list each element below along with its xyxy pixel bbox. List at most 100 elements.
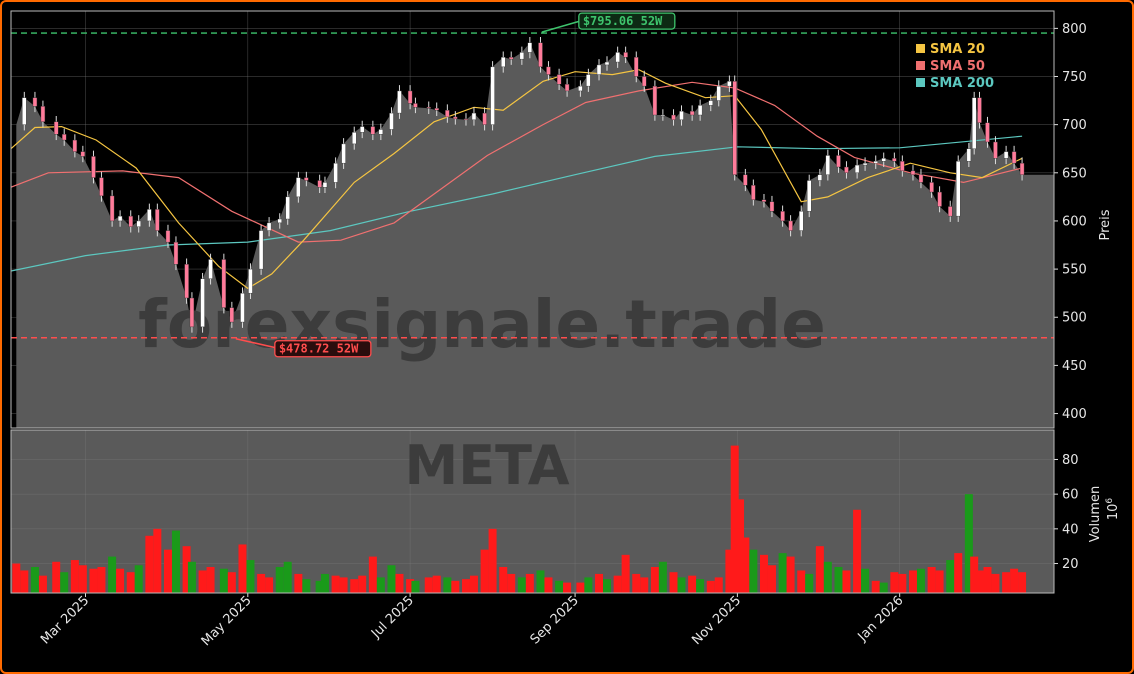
sma200-legend-label: SMA 200 bbox=[930, 76, 994, 91]
volume-bar bbox=[1018, 572, 1027, 593]
volume-bar bbox=[499, 566, 508, 593]
candle-body bbox=[184, 264, 189, 299]
candle-body bbox=[285, 196, 290, 220]
candle-body bbox=[652, 85, 658, 116]
volume-bar bbox=[970, 556, 979, 593]
candle-body bbox=[91, 156, 96, 178]
volume-bar bbox=[946, 560, 955, 593]
volume-bar bbox=[778, 553, 787, 593]
volume-bars bbox=[12, 445, 1027, 593]
volume-bar bbox=[861, 568, 870, 593]
time-tick-label: Mar 2025 bbox=[38, 593, 92, 647]
close-price-area bbox=[16, 42, 1054, 428]
candle-body bbox=[40, 106, 46, 122]
volume-bar bbox=[238, 544, 247, 593]
volume-bar bbox=[331, 575, 340, 593]
candle-body bbox=[892, 158, 897, 162]
candles bbox=[22, 37, 1025, 333]
sma20-line bbox=[11, 69, 1023, 290]
volume-bar bbox=[227, 572, 236, 593]
volume-bar bbox=[536, 570, 545, 593]
volume-bar bbox=[714, 577, 723, 593]
candle-body bbox=[277, 218, 282, 224]
candle-body bbox=[117, 215, 123, 222]
candle-body bbox=[623, 52, 628, 58]
candle-body bbox=[397, 90, 402, 114]
volume-bar bbox=[265, 577, 274, 593]
volume-bar bbox=[669, 572, 678, 593]
candle-body bbox=[490, 66, 495, 125]
candle-body bbox=[873, 161, 878, 164]
volume-bar bbox=[451, 580, 460, 593]
price-tick-label: 450 bbox=[1062, 359, 1087, 374]
candle-body bbox=[642, 76, 647, 87]
volume-bar bbox=[30, 566, 39, 593]
candle-body bbox=[799, 211, 804, 231]
sma50-legend-swatch bbox=[916, 61, 925, 70]
time-tick-label: May 2025 bbox=[199, 593, 255, 649]
sma20-legend-swatch bbox=[916, 44, 925, 53]
volume-bar bbox=[376, 577, 385, 593]
price-tick-label: 600 bbox=[1062, 214, 1087, 229]
price-tick-label: 550 bbox=[1062, 263, 1087, 278]
candle-body bbox=[854, 164, 860, 173]
candle-body bbox=[556, 74, 562, 85]
candle-body bbox=[546, 66, 551, 75]
candle-body bbox=[200, 278, 205, 328]
time-tick-label: Sep 2025 bbox=[528, 593, 582, 647]
volume-bar bbox=[706, 580, 715, 593]
volume-bar bbox=[879, 582, 888, 593]
candle-body bbox=[189, 297, 195, 328]
volume-bar bbox=[834, 566, 843, 593]
price-tick-label: 500 bbox=[1062, 311, 1087, 326]
candle-body bbox=[80, 151, 86, 157]
candle-body bbox=[727, 81, 732, 87]
time-tick-label: Jul 2025 bbox=[368, 593, 417, 642]
candle-body bbox=[426, 107, 431, 109]
candle-body bbox=[716, 85, 721, 101]
candle-body bbox=[519, 52, 525, 60]
price-axis-label: Preis bbox=[1098, 209, 1113, 240]
candle-body bbox=[1003, 151, 1009, 159]
volume-tick-label: 60 bbox=[1062, 488, 1079, 503]
volume-bar bbox=[749, 549, 758, 593]
candle-body bbox=[322, 182, 328, 188]
candle-body bbox=[378, 129, 384, 135]
volume-bar bbox=[576, 582, 585, 593]
candle-body bbox=[527, 42, 533, 53]
candle-body bbox=[948, 206, 953, 217]
candle-body bbox=[596, 64, 602, 75]
volume-bar bbox=[275, 566, 284, 593]
candle-body bbox=[333, 162, 338, 183]
candle-body bbox=[689, 110, 695, 116]
candle-body bbox=[697, 105, 703, 116]
volume-bar bbox=[97, 566, 106, 593]
high-label-box bbox=[578, 12, 676, 30]
candle-body bbox=[743, 174, 748, 186]
volume-bar bbox=[294, 573, 303, 593]
candle-body bbox=[937, 191, 942, 207]
volume-unit-label: 106 bbox=[1105, 498, 1121, 521]
candle-body bbox=[910, 170, 916, 175]
candle-body bbox=[482, 112, 487, 125]
volume-bar bbox=[613, 575, 622, 593]
volume-bar bbox=[525, 573, 534, 593]
volume-bar bbox=[368, 556, 377, 593]
volume-bar bbox=[815, 546, 824, 593]
volume-bar bbox=[563, 582, 572, 593]
candle-body bbox=[985, 122, 990, 143]
volume-bar bbox=[443, 577, 452, 593]
candle-body bbox=[509, 57, 514, 60]
candle-body bbox=[221, 259, 227, 308]
volume-tick-label: 20 bbox=[1062, 557, 1079, 572]
candle-body bbox=[807, 180, 812, 212]
volume-bar bbox=[320, 573, 329, 593]
candle-body bbox=[586, 74, 591, 87]
candle-body bbox=[147, 209, 152, 222]
candle-body bbox=[72, 139, 78, 152]
candle-body bbox=[825, 155, 831, 175]
candle-body bbox=[966, 148, 972, 162]
volume-bar bbox=[991, 573, 1000, 593]
volume-bar bbox=[339, 577, 348, 593]
candle-body bbox=[817, 174, 823, 181]
